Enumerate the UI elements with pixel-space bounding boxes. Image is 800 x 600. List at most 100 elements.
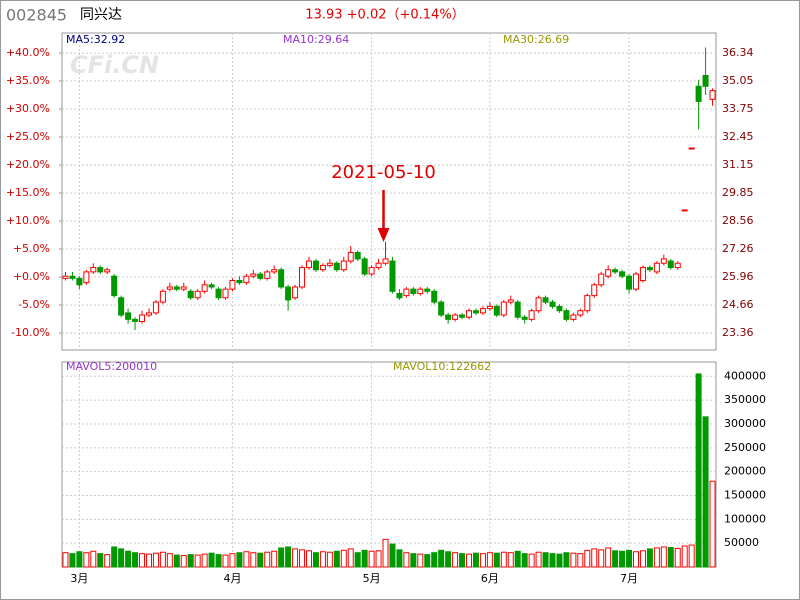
candle-body [250, 273, 257, 277]
y2-tick-label: -10.0% [11, 326, 50, 339]
volume-bar [619, 550, 626, 568]
volume-bar [326, 551, 333, 568]
candle-body [542, 297, 549, 303]
volume-bar [709, 480, 716, 568]
candle-body [326, 262, 333, 266]
candle-body [431, 290, 438, 303]
volume-bar [285, 546, 292, 568]
volume-bar [264, 551, 271, 568]
y-tick-label: 36.34 [722, 46, 754, 59]
volume-bar [605, 547, 612, 568]
stock-code: 002845 [6, 6, 67, 25]
candle-body [605, 269, 612, 277]
volume-bar [438, 549, 445, 568]
candle-body [632, 273, 639, 290]
volume-bar [612, 550, 619, 568]
candle-body [709, 90, 716, 100]
candle-body [549, 301, 556, 307]
volume-bar [152, 552, 159, 568]
y-tick-label: 100000 [724, 512, 766, 525]
candle-body [118, 297, 125, 316]
y-tick-label: 29.85 [722, 186, 754, 199]
candle-body [173, 286, 180, 290]
candle-body [438, 301, 445, 316]
candle-body [660, 258, 667, 264]
candle-body [514, 301, 521, 318]
volume-bar [493, 552, 500, 568]
candle-body [180, 286, 187, 290]
volume-bar [278, 547, 285, 568]
volume-bar [688, 544, 695, 568]
candle-body [417, 288, 424, 294]
volume-bar [180, 555, 187, 568]
candle-body [166, 286, 173, 290]
candle-body [229, 280, 236, 290]
y2-tick-label: +35.0% [6, 74, 50, 87]
candle-body [285, 286, 292, 301]
candle-body [278, 269, 285, 288]
volume-bar [445, 551, 452, 568]
volume-panel [61, 361, 717, 568]
volume-bar [681, 545, 688, 568]
candle-body [333, 262, 340, 271]
candle-body [111, 275, 118, 297]
candle-body [104, 269, 111, 273]
y2-tick-label: +15.0% [6, 186, 50, 199]
candle-body [424, 288, 431, 292]
candle-body [368, 267, 375, 275]
volume-bar [514, 550, 521, 568]
volume-bar [69, 553, 76, 568]
candle-body [389, 260, 396, 292]
candle-body [83, 271, 90, 284]
y-tick-label: 350000 [724, 393, 766, 406]
ma-label: MA30:26.69 [503, 33, 569, 46]
candle-body [688, 147, 695, 150]
y-tick-label: 50000 [724, 536, 759, 549]
candle-body [257, 273, 264, 279]
candle-body [347, 251, 354, 262]
candle-body [486, 305, 493, 310]
candle-body [493, 305, 500, 316]
volume-bar [159, 551, 166, 568]
volume-bar [660, 546, 667, 568]
candle-body [639, 267, 646, 282]
candle-body [215, 288, 222, 299]
volume-bar [215, 554, 222, 568]
volume-bar [417, 553, 424, 568]
y2-tick-label: +25.0% [6, 130, 50, 143]
y2-tick-label: +10.0% [6, 214, 50, 227]
volume-bar [305, 550, 312, 568]
candle-body [619, 271, 626, 277]
candle-body [466, 310, 473, 318]
y-tick-label: 400000 [724, 369, 766, 382]
volume-bar [382, 538, 389, 568]
candle-body [396, 292, 403, 299]
volume-bar [83, 552, 90, 568]
y2-tick-label: +40.0% [6, 46, 50, 59]
y-tick-label: 200000 [724, 465, 766, 478]
candle-body [445, 314, 452, 320]
volume-bar [354, 552, 361, 568]
volume-bar [319, 551, 326, 568]
volume-bar [431, 552, 438, 568]
candle-body [187, 290, 194, 299]
candle-body [702, 75, 709, 87]
volume-bar [542, 552, 549, 568]
candle-body [292, 286, 299, 299]
volume-bar [243, 551, 250, 568]
volume-bar [111, 546, 118, 568]
candle-body [299, 267, 306, 288]
y2-tick-label: +30.0% [6, 102, 50, 115]
candle-body [354, 251, 361, 260]
volume-bar [549, 553, 556, 568]
volume-bar [577, 553, 584, 568]
volume-bar [125, 550, 132, 568]
candle-body [591, 284, 598, 297]
volume-bar [97, 553, 104, 568]
annotation-arrowhead [377, 228, 390, 242]
volume-bar [459, 553, 466, 568]
candle-body [305, 260, 312, 269]
candle-body [479, 308, 486, 314]
volume-bar [368, 550, 375, 568]
volume-bar [626, 549, 633, 568]
